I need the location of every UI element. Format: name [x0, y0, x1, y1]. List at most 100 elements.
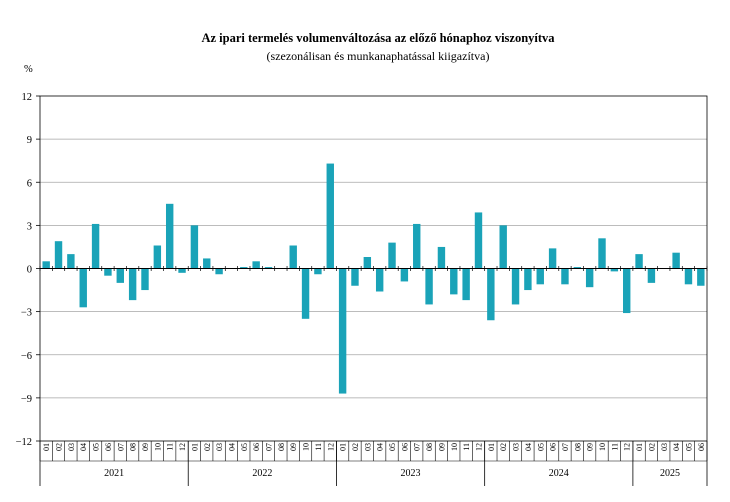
month-label: 12 [623, 443, 632, 451]
bar [524, 268, 532, 291]
bar [610, 268, 619, 272]
bar [623, 268, 631, 314]
bar [351, 268, 359, 286]
month-label: 03 [363, 443, 372, 451]
gridlines [40, 138, 707, 399]
bar [190, 225, 199, 269]
month-label: 04 [376, 443, 385, 451]
month-label: 01 [635, 443, 644, 451]
y-tick-labels: 12 9 6 3 0 −3 −6 −9 −12 [16, 92, 32, 448]
bar [474, 212, 483, 269]
month-label: 05 [240, 443, 249, 451]
bar [203, 258, 211, 269]
y-tick-label: −9 [21, 394, 32, 405]
x-tick-labels: 01 02 03 04 05 06 07 08 09 10 11 12 01 02 03 04 05 06 07 08… [42, 443, 706, 479]
month-label: 01 [190, 443, 199, 451]
bar [413, 223, 421, 269]
month-label: 03 [512, 443, 521, 451]
bar [289, 245, 297, 269]
bar [67, 254, 75, 269]
month-label: 11 [462, 443, 471, 451]
month-label: 01 [487, 443, 496, 451]
bar [116, 268, 124, 283]
bar [487, 268, 495, 321]
month-label: 09 [437, 443, 446, 451]
bar [314, 268, 322, 275]
bar [598, 238, 606, 269]
y-tick-label: 0 [27, 265, 32, 276]
month-label: 10 [302, 443, 311, 451]
month-label: 07 [116, 443, 125, 451]
month-label: 02 [351, 443, 360, 451]
bar [450, 268, 458, 295]
month-label: 10 [598, 443, 607, 451]
month-label: 11 [610, 443, 619, 451]
bar [375, 268, 384, 292]
month-label: 02 [499, 443, 508, 451]
month-label: 07 [265, 443, 274, 451]
chart-subtitle: (szezonálisan és munkanaphatással kiigaz… [267, 49, 490, 63]
bar [141, 268, 149, 291]
bar [388, 242, 396, 269]
bar [425, 268, 433, 305]
year-label: 2024 [549, 468, 569, 479]
month-label: 09 [289, 443, 298, 451]
month-label: 04 [672, 443, 681, 451]
month-label: 08 [425, 443, 434, 451]
bar [240, 267, 248, 269]
month-label: 10 [450, 443, 459, 451]
month-label: 05 [684, 443, 693, 451]
month-label: 05 [388, 443, 397, 451]
bar [79, 268, 87, 308]
y-tick-label: 9 [27, 135, 32, 146]
bar [672, 252, 680, 269]
bar [437, 246, 446, 269]
month-label: 02 [203, 443, 212, 451]
bar [511, 268, 520, 305]
bar [647, 268, 656, 283]
month-label: 11 [166, 443, 175, 451]
year-label: 2023 [401, 468, 421, 479]
bar [91, 223, 100, 269]
bar [165, 203, 174, 269]
bar [128, 268, 137, 301]
bar [561, 268, 569, 285]
bar [635, 254, 643, 269]
chart-title: Az ipari termelés volumenváltozása az el… [201, 31, 555, 45]
month-label: 11 [314, 443, 323, 451]
bar [301, 268, 310, 319]
month-label: 03 [215, 443, 224, 451]
bar [585, 268, 594, 288]
month-label: 12 [178, 443, 187, 451]
y-tick-label: 12 [22, 92, 33, 103]
bar [548, 248, 557, 269]
y-tick-label: 3 [27, 221, 32, 232]
month-label: 02 [647, 443, 656, 451]
bars [42, 163, 705, 394]
bar [54, 241, 63, 269]
bar [326, 163, 334, 269]
y-tick-label: 6 [27, 178, 32, 189]
year-label: 2025 [660, 468, 680, 479]
month-label: 08 [277, 443, 286, 451]
month-label: 04 [79, 443, 88, 451]
month-label: 03 [67, 443, 76, 451]
y-tick-label: −12 [16, 437, 32, 448]
bar [252, 261, 260, 269]
bar [338, 268, 347, 394]
month-label: 09 [141, 443, 150, 451]
bar [462, 268, 470, 301]
bar [499, 225, 507, 269]
month-label: 08 [129, 443, 138, 451]
month-label: 06 [400, 443, 409, 451]
month-label: 01 [339, 443, 348, 451]
month-label: 01 [42, 443, 51, 451]
bar [400, 268, 409, 282]
month-label: 03 [660, 443, 669, 451]
axes [36, 95, 708, 486]
month-label: 05 [92, 443, 101, 451]
month-label: 05 [536, 443, 545, 451]
bar [178, 268, 186, 273]
year-label: 2022 [252, 468, 272, 479]
